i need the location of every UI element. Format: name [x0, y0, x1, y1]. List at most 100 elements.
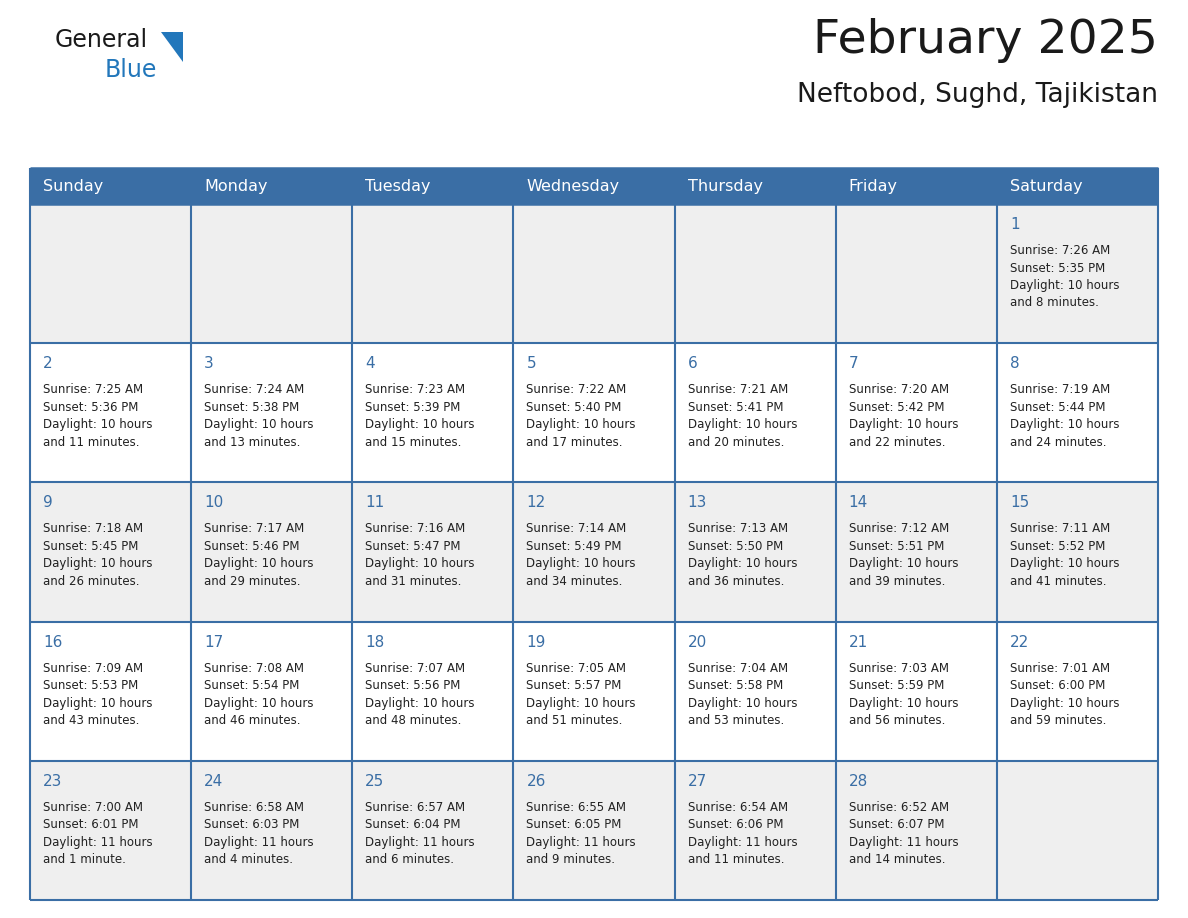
Text: Sunset: 5:59 PM: Sunset: 5:59 PM — [848, 679, 944, 692]
Text: and 9 minutes.: and 9 minutes. — [526, 854, 615, 867]
Text: Sunrise: 7:16 AM: Sunrise: 7:16 AM — [365, 522, 466, 535]
Bar — [30, 761, 1158, 900]
Text: Sunrise: 7:21 AM: Sunrise: 7:21 AM — [688, 383, 788, 397]
Text: Sunrise: 6:55 AM: Sunrise: 6:55 AM — [526, 800, 626, 813]
Text: Monday: Monday — [204, 178, 267, 194]
Text: and 31 minutes.: and 31 minutes. — [365, 575, 462, 588]
Text: Sunrise: 7:08 AM: Sunrise: 7:08 AM — [204, 662, 304, 675]
Text: and 20 minutes.: and 20 minutes. — [688, 436, 784, 449]
Text: Sunset: 6:00 PM: Sunset: 6:00 PM — [1010, 679, 1105, 692]
Text: Daylight: 11 hours: Daylight: 11 hours — [43, 835, 152, 849]
Text: Sunset: 6:01 PM: Sunset: 6:01 PM — [43, 818, 139, 832]
Text: 9: 9 — [43, 496, 52, 510]
Text: and 56 minutes.: and 56 minutes. — [848, 714, 946, 727]
Text: Daylight: 10 hours: Daylight: 10 hours — [688, 419, 797, 431]
Text: Daylight: 10 hours: Daylight: 10 hours — [204, 697, 314, 710]
Text: Daylight: 10 hours: Daylight: 10 hours — [1010, 557, 1119, 570]
Text: Daylight: 10 hours: Daylight: 10 hours — [365, 419, 475, 431]
Bar — [30, 168, 191, 204]
Text: and 29 minutes.: and 29 minutes. — [204, 575, 301, 588]
Text: and 11 minutes.: and 11 minutes. — [43, 436, 139, 449]
Text: 6: 6 — [688, 356, 697, 371]
Text: Sunset: 5:45 PM: Sunset: 5:45 PM — [43, 540, 138, 553]
Text: Sunrise: 7:23 AM: Sunrise: 7:23 AM — [365, 383, 466, 397]
Text: Sunset: 5:35 PM: Sunset: 5:35 PM — [1010, 262, 1105, 274]
Text: and 22 minutes.: and 22 minutes. — [848, 436, 946, 449]
Text: Sunrise: 7:03 AM: Sunrise: 7:03 AM — [848, 662, 949, 675]
Text: Daylight: 10 hours: Daylight: 10 hours — [204, 557, 314, 570]
Text: 28: 28 — [848, 774, 868, 789]
Text: 10: 10 — [204, 496, 223, 510]
Text: 24: 24 — [204, 774, 223, 789]
Text: and 43 minutes.: and 43 minutes. — [43, 714, 139, 727]
Text: and 39 minutes.: and 39 minutes. — [848, 575, 946, 588]
Text: 20: 20 — [688, 634, 707, 650]
Text: Sunrise: 7:14 AM: Sunrise: 7:14 AM — [526, 522, 627, 535]
Bar — [30, 621, 1158, 761]
Text: and 34 minutes.: and 34 minutes. — [526, 575, 623, 588]
Text: 23: 23 — [43, 774, 63, 789]
Text: Sunset: 5:58 PM: Sunset: 5:58 PM — [688, 679, 783, 692]
Text: and 6 minutes.: and 6 minutes. — [365, 854, 454, 867]
Bar — [835, 168, 997, 204]
Bar — [675, 168, 835, 204]
Text: Sunrise: 7:00 AM: Sunrise: 7:00 AM — [43, 800, 143, 813]
Text: Wednesday: Wednesday — [526, 178, 620, 194]
Bar — [30, 343, 1158, 482]
Text: Sunrise: 7:11 AM: Sunrise: 7:11 AM — [1010, 522, 1110, 535]
Text: 15: 15 — [1010, 496, 1029, 510]
Bar — [353, 168, 513, 204]
Text: 18: 18 — [365, 634, 385, 650]
Bar — [513, 168, 675, 204]
Text: and 59 minutes.: and 59 minutes. — [1010, 714, 1106, 727]
Text: and 11 minutes.: and 11 minutes. — [688, 854, 784, 867]
Text: Sunrise: 7:22 AM: Sunrise: 7:22 AM — [526, 383, 627, 397]
Text: Sunset: 6:04 PM: Sunset: 6:04 PM — [365, 818, 461, 832]
Text: Daylight: 11 hours: Daylight: 11 hours — [848, 835, 959, 849]
Text: Daylight: 10 hours: Daylight: 10 hours — [688, 557, 797, 570]
Text: 12: 12 — [526, 496, 545, 510]
Text: 14: 14 — [848, 496, 868, 510]
Text: Daylight: 10 hours: Daylight: 10 hours — [204, 419, 314, 431]
Text: and 26 minutes.: and 26 minutes. — [43, 575, 139, 588]
Text: Sunrise: 7:04 AM: Sunrise: 7:04 AM — [688, 662, 788, 675]
Text: Daylight: 11 hours: Daylight: 11 hours — [365, 835, 475, 849]
Text: 21: 21 — [848, 634, 868, 650]
Text: Daylight: 10 hours: Daylight: 10 hours — [848, 557, 959, 570]
Text: Sunset: 5:47 PM: Sunset: 5:47 PM — [365, 540, 461, 553]
Text: and 51 minutes.: and 51 minutes. — [526, 714, 623, 727]
Text: 2: 2 — [43, 356, 52, 371]
Text: Daylight: 11 hours: Daylight: 11 hours — [688, 835, 797, 849]
Text: and 15 minutes.: and 15 minutes. — [365, 436, 462, 449]
Text: Sunrise: 7:12 AM: Sunrise: 7:12 AM — [848, 522, 949, 535]
Text: Sunset: 5:44 PM: Sunset: 5:44 PM — [1010, 400, 1105, 414]
Text: Sunrise: 7:26 AM: Sunrise: 7:26 AM — [1010, 244, 1110, 257]
Text: Daylight: 10 hours: Daylight: 10 hours — [365, 557, 475, 570]
Text: Daylight: 10 hours: Daylight: 10 hours — [43, 557, 152, 570]
Text: Sunset: 5:36 PM: Sunset: 5:36 PM — [43, 400, 138, 414]
Bar — [997, 168, 1158, 204]
Text: General: General — [55, 28, 148, 52]
Text: Sunset: 5:52 PM: Sunset: 5:52 PM — [1010, 540, 1105, 553]
Text: 8: 8 — [1010, 356, 1019, 371]
Text: Sunrise: 7:24 AM: Sunrise: 7:24 AM — [204, 383, 304, 397]
Text: and 36 minutes.: and 36 minutes. — [688, 575, 784, 588]
Text: Sunrise: 7:18 AM: Sunrise: 7:18 AM — [43, 522, 143, 535]
Text: 13: 13 — [688, 496, 707, 510]
Text: Sunrise: 6:57 AM: Sunrise: 6:57 AM — [365, 800, 466, 813]
Text: and 48 minutes.: and 48 minutes. — [365, 714, 462, 727]
Text: 5: 5 — [526, 356, 536, 371]
Text: and 8 minutes.: and 8 minutes. — [1010, 297, 1099, 309]
Text: 26: 26 — [526, 774, 545, 789]
Text: Sunrise: 6:54 AM: Sunrise: 6:54 AM — [688, 800, 788, 813]
Text: Sunset: 6:07 PM: Sunset: 6:07 PM — [848, 818, 944, 832]
Text: 22: 22 — [1010, 634, 1029, 650]
Text: Blue: Blue — [105, 58, 157, 82]
Text: Sunrise: 7:07 AM: Sunrise: 7:07 AM — [365, 662, 466, 675]
Text: 19: 19 — [526, 634, 545, 650]
Text: Sunset: 6:03 PM: Sunset: 6:03 PM — [204, 818, 299, 832]
Text: and 41 minutes.: and 41 minutes. — [1010, 575, 1106, 588]
Text: Sunrise: 7:19 AM: Sunrise: 7:19 AM — [1010, 383, 1110, 397]
Text: Sunrise: 7:17 AM: Sunrise: 7:17 AM — [204, 522, 304, 535]
Text: and 53 minutes.: and 53 minutes. — [688, 714, 784, 727]
